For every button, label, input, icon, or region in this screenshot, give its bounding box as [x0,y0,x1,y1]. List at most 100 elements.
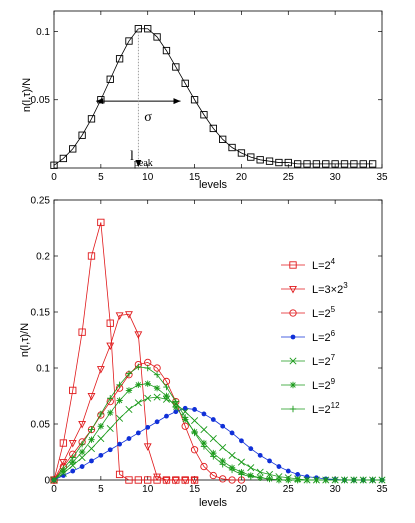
bottom-data-point [256,468,264,476]
legend-label: L=25 [312,305,336,320]
bottom-x-tick-label: 5 [98,484,104,495]
peak-label: lpeak [130,149,153,169]
top-data-point [368,160,377,168]
legend-marker [290,334,296,340]
bottom-data-point [97,410,105,418]
bottom-data-point [360,476,367,484]
bottom-data-point [276,464,282,469]
bottom-data-point [153,364,161,372]
bottom-data-point [173,409,179,415]
top-data-point [303,160,311,168]
legend-label-main: L=2 [312,260,331,272]
bottom-data-point [266,475,273,483]
legend-entry-6: L=212 [281,401,340,416]
bottom-data-point [237,458,245,466]
bottom-data-point [125,370,133,377]
bottom-data-point [134,331,143,339]
bottom-data-point [134,399,142,407]
legend-entry-0: L=24 [281,257,336,272]
legend-label-sup: 12 [331,401,340,410]
bottom-data-point [125,311,133,319]
bottom-x-tick-label: 10 [142,484,154,495]
top-data-point [209,124,217,133]
bottom-data-point [247,473,254,480]
bottom-data-point [190,476,199,485]
top-series-0 [50,25,377,169]
bottom-data-point [154,419,160,425]
bottom-data-point [79,464,85,469]
top-x-tick-label: 30 [330,172,342,183]
bottom-data-point [135,381,142,388]
top-data-point [69,145,77,153]
top-data-point [256,156,264,164]
bottom-data-point [115,470,124,479]
top-y-tick-label: 0.1 [36,27,50,38]
bottom-data-point [163,392,170,400]
bottom-data-point [219,475,227,483]
bottom-data-point [369,476,376,484]
bottom-x-tick-label: 35 [376,484,388,495]
top-x-tick-label: 10 [142,172,154,183]
legend-label-sup: 9 [331,377,336,386]
bottom-data-point [134,476,142,484]
legend-marker [289,381,297,389]
legend-entry-3: L=26 [281,329,336,344]
bottom-series-line [53,361,242,481]
bottom-data-point [172,404,180,411]
top-data-point [340,160,349,168]
bottom-data-point [313,476,320,484]
bottom-data-point [192,407,197,412]
bottom-data-point [60,465,67,472]
bottom-data-point [69,454,76,461]
bottom-data-point [171,476,180,485]
bottom-data-point [97,435,105,443]
top-data-point [115,55,124,63]
bottom-y-tick-label: 0 [44,476,50,487]
bottom-data-point [59,439,68,447]
bottom-data-point [69,458,76,466]
bottom-data-point [153,473,162,482]
legend-marker [289,285,297,294]
top-data-point [78,131,86,139]
bottom-data-point [88,426,95,433]
bottom-data-point [70,468,76,474]
top-data-point [87,115,96,123]
legend-label: L=3×23 [312,281,348,296]
bottom-data-point [68,440,77,448]
peak-label-main: l [130,149,134,164]
legend-label-main: L=2 [312,404,331,416]
top-x-tick-label: 25 [283,172,295,183]
bottom-data-point [210,453,217,460]
top-data-point [275,158,283,167]
bottom-data-point [88,436,95,443]
bottom-data-point [144,476,152,484]
bottom-x-axis-label: levels [199,497,228,509]
bottom-data-point [295,472,301,477]
bottom-data-point [331,476,339,484]
bottom-data-point [341,476,348,484]
bottom-data-point [87,392,96,401]
legend-label: L=27 [312,353,336,368]
bottom-data-point [125,405,133,413]
bottom-data-point [144,394,152,402]
bottom-data-point [285,476,292,484]
top-plot-frame [53,10,383,169]
bottom-data-point [163,383,170,391]
top-data-point [219,135,227,143]
bottom-data-point [220,423,226,429]
top-data-point [350,160,358,168]
legend-label: L=24 [312,257,336,272]
bottom-data-point [97,423,105,430]
legend-label: L=26 [312,329,336,344]
bottom-data-point [228,466,236,474]
top-data-point [172,63,180,71]
bottom-data-point [153,384,161,392]
legend-label-main: L=2 [312,380,331,392]
bottom-y-tick-label: 0.15 [31,308,51,319]
bottom-data-point [153,371,161,378]
bottom-data-point [191,417,199,425]
legend-box [272,254,370,436]
top-panel: 0 5 10 15 20 25 30 35 0.05 0.1 [31,10,388,183]
bottom-data-point [181,422,189,430]
